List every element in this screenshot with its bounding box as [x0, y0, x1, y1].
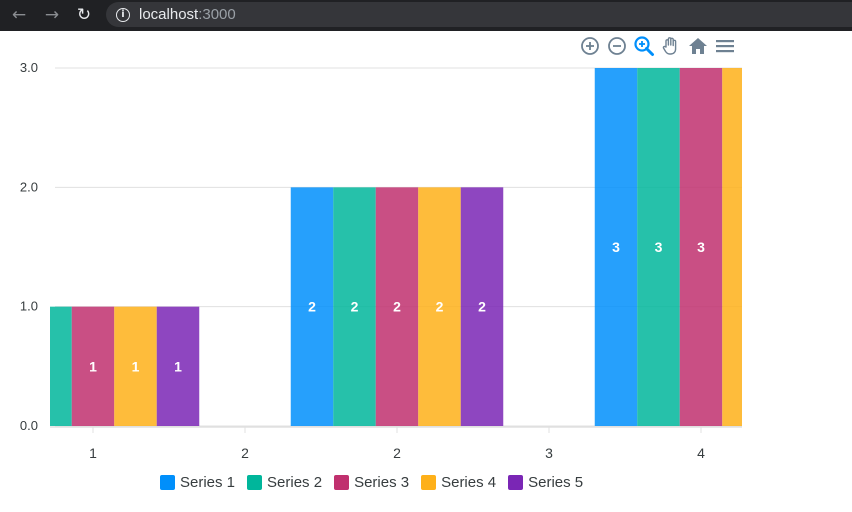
legend-label: Series 3: [354, 474, 410, 491]
legend-label: Series 2: [267, 474, 323, 491]
legend-swatch: [508, 475, 524, 490]
legend-swatch: [421, 475, 437, 490]
y-tick-label: 1.0: [20, 299, 38, 314]
menu-icon[interactable]: [713, 34, 737, 58]
bar-data-label: 1: [89, 358, 97, 374]
bar-data-label: 3: [697, 239, 705, 255]
zoom-in-icon[interactable]: [578, 34, 602, 58]
forward-arrow-icon[interactable]: →: [44, 5, 60, 25]
y-tick-label: 0.0: [20, 418, 38, 433]
legend-item[interactable]: Series 1: [160, 474, 235, 491]
bar[interactable]: [29, 306, 72, 426]
site-info-icon[interactable]: i: [116, 7, 130, 22]
chart-legend: Series 1 Series 2 Series 3 Series 4 Series 5: [160, 474, 595, 491]
bar-data-label: 2: [436, 299, 444, 315]
legend-item[interactable]: Series 5: [508, 474, 583, 491]
bar[interactable]: [375, 187, 419, 426]
legend-label: Series 1: [180, 474, 236, 491]
legend-item[interactable]: Series 2: [247, 474, 322, 491]
bar-data-label: 3: [612, 239, 620, 255]
legend-swatch: [334, 475, 350, 490]
legend-swatch: [247, 475, 263, 490]
chart-toolbar: [578, 34, 740, 58]
address-bar[interactable]: i localhost:3000: [106, 2, 852, 27]
legend-label: Series 5: [528, 474, 584, 491]
bar[interactable]: [71, 306, 115, 426]
bar-data-label: 2: [351, 299, 359, 315]
bar[interactable]: [333, 187, 376, 426]
bar-data-label: 1: [132, 358, 140, 374]
reload-icon[interactable]: ↻: [76, 5, 92, 25]
y-tick-label: 3.0: [20, 60, 38, 75]
x-tick-label: 2: [241, 445, 249, 461]
legend-item[interactable]: Series 3: [334, 474, 409, 491]
bar[interactable]: [290, 187, 334, 426]
bar-data-label: 2: [308, 299, 316, 315]
selection-zoom-icon[interactable]: [632, 34, 656, 58]
url-text: localhost:3000: [139, 6, 236, 23]
bar-data-label: 1: [174, 358, 182, 374]
bar-data-label: 2: [478, 299, 486, 315]
browser-toolbar: ← → ↻ i localhost:3000: [0, 0, 852, 31]
bar-data-label: 3: [655, 239, 663, 255]
bar[interactable]: [460, 187, 504, 426]
bar[interactable]: [0, 307, 29, 426]
url-port: :3000: [198, 6, 236, 23]
x-tick-label: 1: [89, 445, 97, 461]
zoom-out-icon[interactable]: [605, 34, 629, 58]
bar[interactable]: [679, 68, 723, 426]
legend-item[interactable]: Series 4: [421, 474, 496, 491]
back-arrow-icon[interactable]: ←: [11, 5, 27, 25]
y-tick-label: 2.0: [20, 179, 38, 194]
reset-home-icon[interactable]: [686, 34, 710, 58]
x-tick-label: 2: [393, 445, 401, 461]
bar[interactable]: [114, 306, 157, 426]
bar-series-group: 2 3 2 3 1 2 3 1 2 1 2: [0, 68, 808, 426]
x-tick-label: 4: [697, 445, 705, 461]
bar[interactable]: [637, 68, 680, 426]
x-tick-label: 3: [545, 445, 553, 461]
bar[interactable]: [594, 68, 638, 426]
pan-hand-icon[interactable]: [659, 34, 683, 58]
url-host: localhost: [139, 6, 199, 23]
legend-label: Series 4: [441, 474, 497, 491]
bar[interactable]: [722, 68, 765, 426]
bar-data-label: 2: [393, 299, 401, 315]
bar[interactable]: [418, 187, 461, 426]
bar[interactable]: [156, 306, 200, 426]
legend-swatch: [160, 475, 175, 490]
bar[interactable]: [765, 68, 808, 426]
